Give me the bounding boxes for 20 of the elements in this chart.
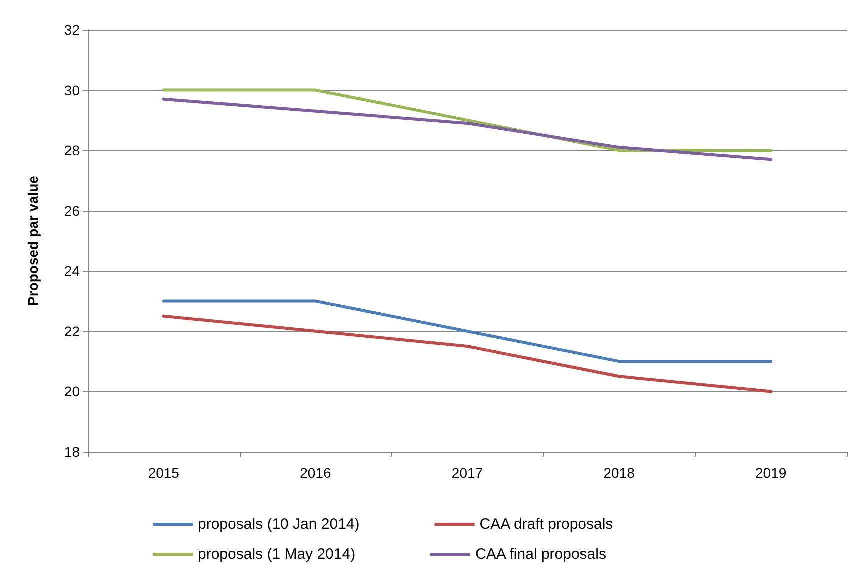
y-tick-label: 18 — [64, 444, 80, 460]
x-tick-label: 2015 — [148, 465, 180, 481]
y-tick-label: 26 — [64, 202, 80, 219]
legend-label: CAA final proposals — [476, 546, 606, 563]
line-series — [162, 314, 773, 394]
y-tick-label: 22 — [64, 323, 80, 340]
legend-label: proposals (10 Jan 2014) — [198, 516, 360, 533]
y-axis-title: Proposed par value — [25, 176, 41, 306]
line-series — [162, 98, 773, 162]
y-tick-label: 32 — [64, 22, 80, 38]
legend-label: CAA draft proposals — [480, 516, 614, 533]
legend-label: proposals (1 May 2014) — [198, 546, 356, 563]
y-tick-label: 24 — [64, 263, 80, 280]
x-tick-label: 2017 — [452, 465, 484, 481]
x-tick-label: 2018 — [604, 465, 636, 481]
y-tick-label: 28 — [64, 142, 80, 159]
x-tick-label: 2016 — [300, 465, 332, 481]
y-tick-label: 30 — [64, 82, 80, 98]
x-tick-label: 2019 — [756, 465, 787, 481]
y-tick-label: 20 — [64, 384, 80, 400]
